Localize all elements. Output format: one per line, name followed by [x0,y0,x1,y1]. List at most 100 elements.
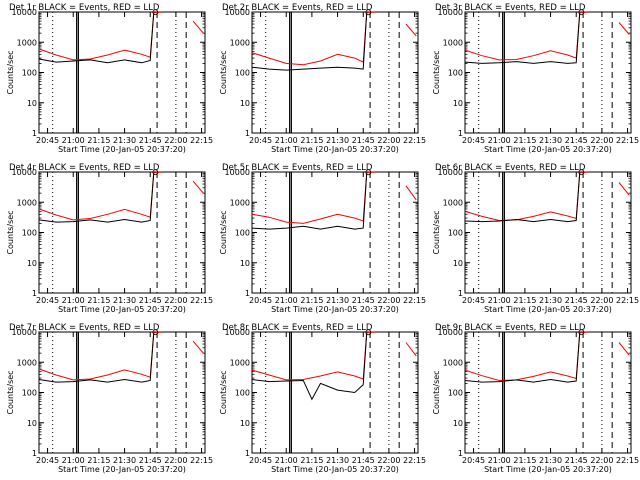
x-tick-label: 21:45 [565,296,588,305]
panel-title: Det 8r BLACK = Events, RED = LLD [222,323,373,333]
y-tick-label: 1000 [230,198,250,207]
events-line [251,333,368,401]
events-line [464,173,581,223]
y-tick-label: 1 [458,449,463,458]
y-axis-label: Counts/sec [219,370,228,414]
panel-svg: Det 2r BLACK = Events, RED = LLD 1 10 100 10… [219,3,426,154]
x-tick-label: 20:45 [249,296,272,305]
detector-panel: Det 8r BLACK = Events, RED = LLD 1 10 100 10… [213,320,426,480]
y-tick-label: 10 [27,99,37,108]
x-axis-label: Start Time (20-Jan-05 20:37:20) [58,465,186,474]
events-line [464,333,581,383]
lld-line [464,171,589,222]
y-axis-label: Counts/sec [219,50,228,94]
x-tick-label: 21:45 [352,296,375,305]
y-tick-label: 100 [22,69,37,78]
y-tick-label: 1000 [230,38,250,47]
y-axis-label: Counts/sec [219,210,228,254]
x-tick-label: 22:15 [616,296,639,305]
x-tick-label: 20:45 [462,296,485,305]
y-tick-label: 10000 [438,328,463,337]
y-tick-label: 1000 [17,358,37,367]
x-tick-label: 21:15 [513,456,536,465]
x-tick-label: 21:30 [113,136,136,145]
panel-svg: Det 1r BLACK = Events, RED = LLD 1 10 100 10… [6,3,213,154]
x-tick-label: 22:15 [403,296,426,305]
saturation-marker [152,169,159,176]
x-tick-label: 22:15 [403,136,426,145]
y-tick-label: 1 [32,129,37,138]
panel-title: Det 2r BLACK = Events, RED = LLD [222,3,373,13]
y-tick-label: 100 [235,389,250,398]
y-tick-label: 1000 [17,38,37,47]
x-tick-label: 22:00 [377,456,400,465]
saturation-marker [365,9,372,16]
x-tick-label: 22:00 [377,136,400,145]
events-line [38,13,155,64]
x-tick-label: 22:15 [190,136,213,145]
y-tick-label: 1 [32,289,37,298]
lld-line [405,23,417,37]
y-tick-label: 10000 [225,8,250,17]
x-tick-label: 21:30 [326,296,349,305]
panel-svg: Det 8r BLACK = Events, RED = LLD 1 10 100 10… [219,323,426,474]
x-axis-label: Start Time (20-Jan-05 20:37:20) [271,145,399,154]
x-tick-label: 21:00 [62,296,85,305]
detector-panel: Det 3r BLACK = Events, RED = LLD 1 10 100 10… [426,0,639,160]
y-tick-label: 10 [27,259,37,268]
x-tick-label: 21:15 [300,296,323,305]
x-tick-label: 21:00 [275,456,298,465]
events-line [251,173,368,230]
y-axis-label: Counts/sec [432,50,441,94]
y-tick-label: 100 [448,69,463,78]
saturation-marker [578,169,585,176]
panel-svg: Det 9r BLACK = Events, RED = LLD 1 10 100 10… [432,323,639,474]
x-tick-label: 21:45 [352,136,375,145]
x-tick-label: 20:45 [462,456,485,465]
y-tick-label: 100 [448,389,463,398]
plot-frame [38,331,206,454]
detector-panel: Det 4r BLACK = Events, RED = LLD 1 10 100 10… [0,160,213,320]
detector-panel: Det 5r BLACK = Events, RED = LLD 1 10 100 10… [213,160,426,320]
x-tick-label: 20:45 [249,456,272,465]
panel-svg: Det 4r BLACK = Events, RED = LLD 1 10 100 10… [6,163,213,314]
x-tick-label: 21:00 [62,456,85,465]
x-tick-label: 22:00 [590,136,613,145]
lld-line [618,342,630,356]
y-tick-label: 10 [453,259,463,268]
lld-line [618,22,630,35]
x-tick-label: 22:00 [590,296,613,305]
x-tick-label: 21:45 [139,456,162,465]
x-tick-label: 21:00 [488,136,511,145]
x-tick-label: 21:30 [539,136,562,145]
x-tick-label: 21:30 [326,456,349,465]
x-tick-label: 21:30 [113,296,136,305]
y-tick-label: 10 [240,99,250,108]
lld-line [464,331,589,382]
panel-title: Det 1r BLACK = Events, RED = LLD [9,3,160,13]
x-axis-label: Start Time (20-Jan-05 20:37:20) [484,465,612,474]
plot-frame [38,171,206,294]
y-tick-label: 100 [235,69,250,78]
x-tick-label: 21:15 [87,456,110,465]
saturation-marker [365,329,372,336]
panel-svg: Det 5r BLACK = Events, RED = LLD 1 10 100 10… [219,163,426,314]
panel-title: Det 5r BLACK = Events, RED = LLD [222,163,373,173]
detector-panel: Det 9r BLACK = Events, RED = LLD 1 10 100 10… [426,320,639,480]
detector-panel: Det 7r BLACK = Events, RED = LLD 1 10 100 10… [0,320,213,480]
lld-line [38,11,163,61]
y-axis-label: Counts/sec [432,210,441,254]
lld-line [405,342,417,357]
lld-line [464,11,589,61]
lld-line [618,182,630,196]
lld-line [251,171,376,224]
panel-title: Det 7r BLACK = Events, RED = LLD [9,323,160,333]
lld-line [251,11,376,66]
panel-svg: Det 6r BLACK = Events, RED = LLD 1 10 100 10… [432,163,639,314]
x-tick-label: 21:45 [565,136,588,145]
y-tick-label: 1000 [443,38,463,47]
x-tick-label: 21:30 [326,136,349,145]
x-tick-label: 22:15 [616,456,639,465]
plot-frame [464,331,632,454]
x-tick-label: 21:15 [300,456,323,465]
